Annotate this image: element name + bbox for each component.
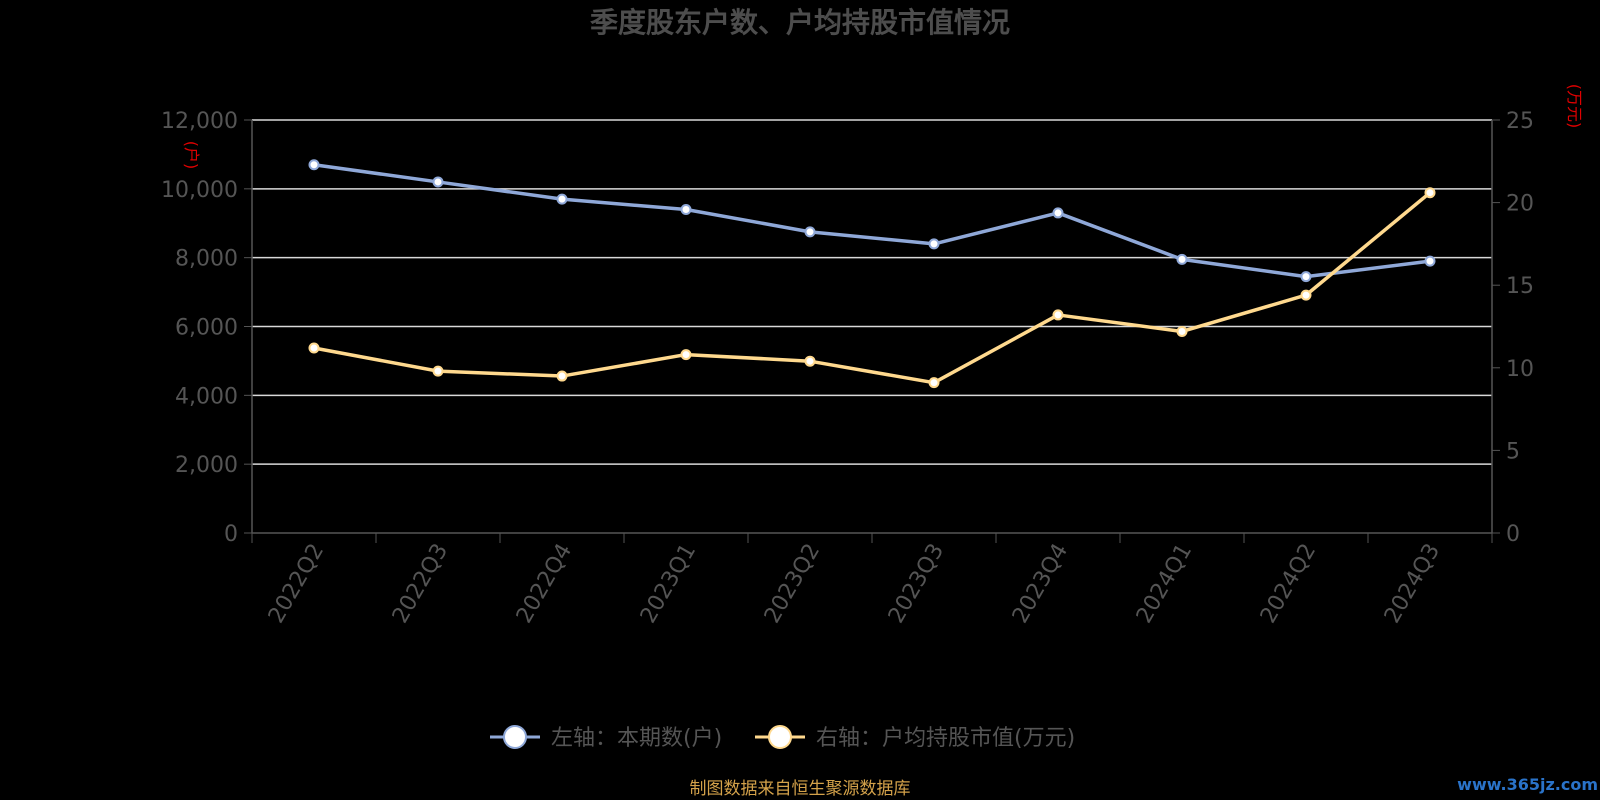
left-axis-tick-label: 6,000 (175, 316, 238, 341)
series-line-2 (313, 191, 1432, 385)
x-axis-tick-label: 2022Q3 (388, 540, 453, 628)
series-1-point (308, 159, 320, 171)
series-2-point (1300, 289, 1312, 301)
series-1-point (928, 238, 940, 250)
series-1-point (1300, 271, 1312, 283)
x-axis-tick-label: 2022Q4 (512, 540, 577, 628)
series-2-point (804, 355, 816, 367)
series-2-point (680, 349, 692, 361)
series-1-point (432, 176, 444, 188)
left-axis-tick-label: 12,000 (161, 109, 238, 134)
series-2-point (1424, 187, 1436, 199)
watermark: www.365jz.com (1457, 775, 1598, 794)
left-axis-tick-label: 2,000 (175, 453, 238, 478)
x-axis-tick-label: 2023Q2 (760, 540, 825, 628)
left-axis-tick-label: 10,000 (161, 178, 238, 203)
x-axis-tick-label: 2024Q3 (1380, 540, 1445, 628)
left-axis-tick-label: 8,000 (175, 247, 238, 272)
series-1-point (556, 193, 568, 205)
series-1-point (1176, 253, 1188, 265)
right-axis-tick-label: 5 (1506, 439, 1520, 464)
data-source-note: 制图数据来自恒生聚源数据库 (690, 779, 911, 799)
left-axis-tick-label: 0 (224, 522, 238, 547)
series-1-point (680, 203, 692, 215)
legend-marker-1 (503, 725, 527, 749)
left-axis-unit: (户) (182, 141, 201, 170)
series-1-point (1052, 207, 1064, 219)
series-line-1 (313, 163, 1431, 279)
series-layer (308, 159, 1436, 389)
right-axis-unit: (万元) (1565, 84, 1584, 129)
series-2-point (928, 377, 940, 389)
series-2-point (1052, 309, 1064, 321)
x-axis-tick-label: 2023Q1 (636, 540, 701, 628)
x-axis-tick-label: 2023Q3 (884, 540, 949, 628)
x-axis-tick-label: 2023Q4 (1008, 540, 1073, 628)
series-2-point (556, 370, 568, 382)
left-axis-tick-label: 4,000 (175, 384, 238, 409)
series-2-point (432, 365, 444, 377)
legend-label-1: 左轴：本期数(户) (551, 726, 722, 751)
grid (252, 119, 1492, 465)
x-axis-tick-label: 2024Q2 (1256, 540, 1321, 628)
right-axis-tick-label: 10 (1506, 357, 1534, 382)
series-2-point (1176, 325, 1188, 337)
chart-title: 季度股东户数、户均持股市值情况 (590, 6, 1010, 39)
right-axis-tick-label: 25 (1506, 109, 1534, 134)
series-1-point (1424, 255, 1436, 267)
legend-label-2: 右轴：户均持股市值(万元) (816, 726, 1075, 751)
x-axis-tick-label: 2024Q1 (1132, 540, 1197, 628)
right-axis-tick-label: 20 (1506, 192, 1534, 217)
right-axis-tick-label: 15 (1506, 274, 1534, 299)
series-2-point (308, 342, 320, 354)
series-1-point (804, 226, 816, 238)
right-axis-tick-label: 0 (1506, 522, 1520, 547)
legend-marker-2 (768, 725, 792, 749)
legend: 左轴：本期数(户) 右轴：户均持股市值(万元) (490, 725, 1075, 751)
x-axis-tick-label: 2022Q2 (264, 540, 329, 628)
